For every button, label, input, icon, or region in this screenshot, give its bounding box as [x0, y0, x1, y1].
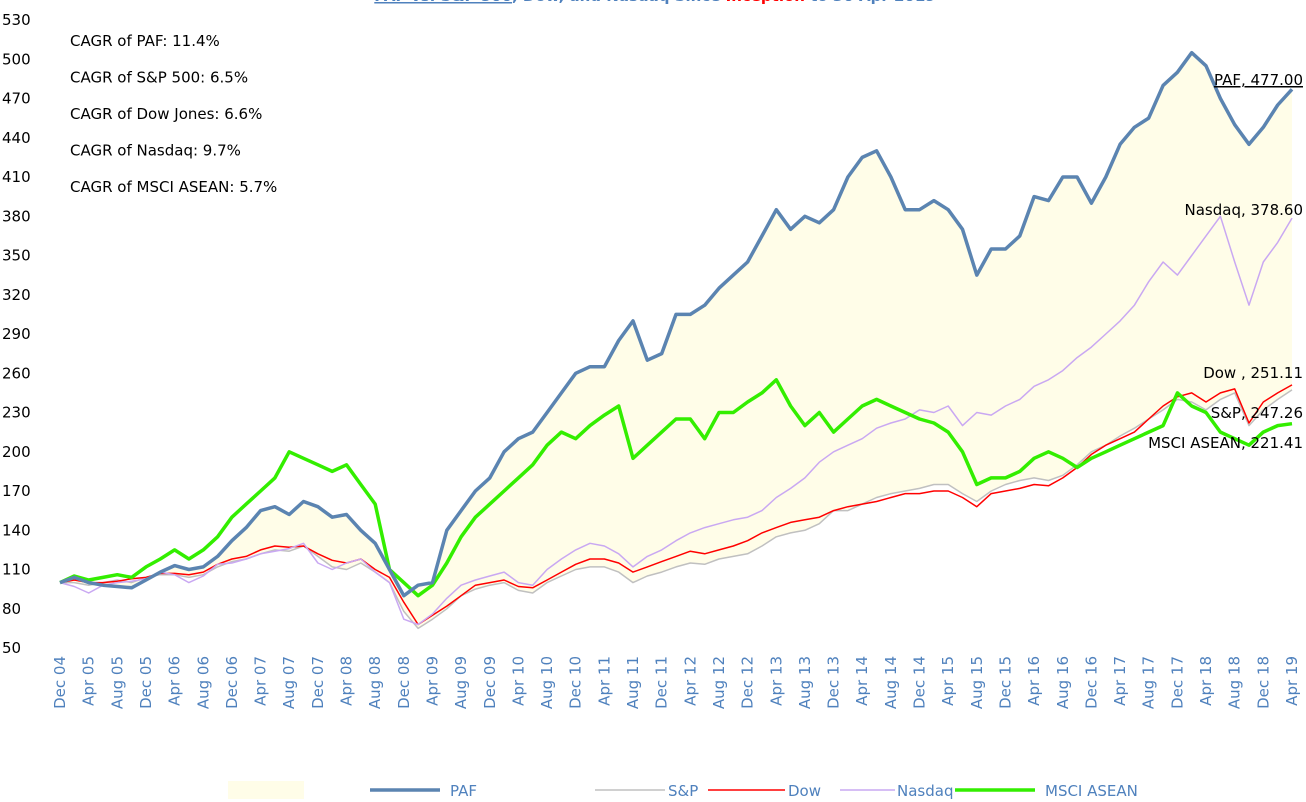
y-tick-label: 110 — [2, 561, 31, 579]
legend-label: PAF — [450, 782, 477, 800]
legend-label: MSCI ASEAN — [1045, 782, 1138, 800]
y-tick-label: 260 — [2, 364, 31, 382]
end-label: S&P, 247.26 — [1211, 404, 1303, 422]
legend-label: Nasdaq — [897, 782, 953, 800]
x-tick-label: Apr 07 — [252, 656, 270, 706]
y-tick-label: 320 — [2, 286, 31, 304]
annotation: CAGR of MSCI ASEAN: 5.7% — [70, 178, 277, 196]
x-tick-label: Dec 10 — [567, 656, 585, 709]
x-tick-label: Aug 15 — [968, 656, 986, 709]
y-tick-label: 410 — [2, 168, 31, 186]
x-tick-label: Aug 12 — [710, 656, 728, 709]
series-line — [59, 50, 1294, 598]
annotation: CAGR of Dow Jones: 6.6% — [70, 105, 262, 123]
y-tick-label: 170 — [2, 482, 31, 500]
x-tick-label: Apr 17 — [1111, 656, 1129, 706]
legend-fill-swatch — [228, 781, 304, 799]
legend-label: S&P — [668, 782, 698, 800]
x-tick-label: Dec 04 — [51, 656, 69, 709]
y-tick-label: 290 — [2, 325, 31, 343]
x-tick-label: Dec 09 — [481, 656, 499, 709]
x-tick-label: Dec 18 — [1254, 656, 1272, 709]
x-tick-label: Dec 17 — [1168, 656, 1186, 709]
band-fill — [60, 52, 1292, 629]
x-tick-label: Dec 16 — [1082, 656, 1100, 709]
x-tick-label: Aug 08 — [366, 656, 384, 709]
x-tick-label: Aug 14 — [882, 656, 900, 709]
title-part: PAF vs. S&P 500 — [374, 0, 512, 5]
x-tick-label: Dec 06 — [223, 656, 241, 709]
title-part: Inception — [726, 0, 805, 5]
y-tick-label: 140 — [2, 521, 31, 539]
x-tick-label: Apr 12 — [681, 656, 699, 706]
x-tick-label: Aug 18 — [1226, 656, 1244, 709]
x-tick-label: Aug 16 — [1054, 656, 1072, 709]
x-tick-label: Apr 14 — [853, 656, 871, 706]
end-label: Nasdaq, 378.60 — [1185, 201, 1303, 219]
series-line — [59, 215, 1293, 626]
annotation: CAGR of PAF: 11.4% — [70, 32, 220, 50]
annotation: CAGR of S&P 500: 6.5% — [70, 69, 248, 87]
end-label: Dow , 251.11 — [1203, 364, 1303, 382]
y-tick-label: 380 — [2, 207, 31, 225]
x-tick-label: Apr 15 — [939, 656, 957, 706]
x-tick-label: Aug 07 — [280, 656, 298, 709]
x-tick-label: Aug 17 — [1140, 656, 1158, 709]
y-tick-label: 440 — [2, 129, 31, 147]
x-tick-label: Dec 14 — [911, 656, 929, 709]
y-tick-label: 350 — [2, 247, 31, 265]
chart-title: PAF vs. S&P 500, Dow, and Nasdaq Since I… — [374, 0, 935, 5]
title-part: , Dow, and Nasdaq Since — [512, 0, 726, 5]
x-tick-label: Aug 13 — [796, 656, 814, 709]
x-tick-label: Dec 05 — [137, 656, 155, 709]
y-tick-label: 500 — [2, 50, 31, 68]
x-tick-label: Apr 05 — [80, 656, 98, 706]
y-tick-label: 200 — [2, 443, 31, 461]
x-tick-label: Apr 08 — [338, 656, 356, 706]
x-tick-label: Dec 08 — [395, 656, 413, 709]
legend-label: Dow — [788, 782, 821, 800]
x-tick-label: Apr 09 — [423, 656, 441, 706]
end-label: PAF, 477.00 — [1214, 71, 1303, 89]
series-line — [59, 378, 1293, 598]
series-line — [59, 384, 1293, 626]
x-tick-label: Apr 11 — [595, 656, 613, 706]
x-tick-label: Dec 15 — [996, 656, 1014, 709]
x-tick-label: Dec 11 — [653, 656, 671, 709]
x-tick-label: Aug 09 — [452, 656, 470, 709]
y-tick-label: 530 — [2, 11, 31, 29]
x-tick-label: Apr 13 — [767, 656, 785, 706]
y-tick-label: 470 — [2, 90, 31, 108]
x-tick-label: Apr 06 — [166, 656, 184, 706]
x-tick-label: Dec 12 — [739, 656, 757, 709]
y-tick-label: 230 — [2, 404, 31, 422]
y-tick-label: 80 — [2, 600, 21, 618]
title-part: to 30 Apr 2019 — [805, 0, 936, 5]
x-tick-label: Aug 10 — [538, 656, 556, 709]
x-tick-label: Dec 07 — [309, 656, 327, 709]
x-tick-label: Aug 11 — [624, 656, 642, 709]
annotation: CAGR of Nasdaq: 9.7% — [70, 142, 241, 160]
x-tick-label: Apr 16 — [1025, 656, 1043, 706]
end-label: MSCI ASEAN, 221.41 — [1148, 434, 1303, 452]
x-tick-label: Apr 10 — [509, 656, 527, 706]
x-tick-label: Apr 18 — [1197, 656, 1215, 706]
x-tick-label: Dec 13 — [825, 656, 843, 709]
x-tick-label: Aug 06 — [194, 656, 212, 709]
x-tick-label: Aug 05 — [108, 656, 126, 709]
x-tick-label: Apr 19 — [1283, 656, 1301, 706]
y-tick-label: 50 — [2, 639, 21, 657]
